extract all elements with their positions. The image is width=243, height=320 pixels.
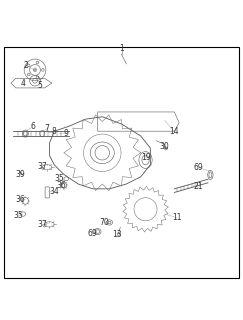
Text: 8: 8 bbox=[52, 127, 57, 136]
Text: 35: 35 bbox=[13, 211, 23, 220]
Text: 30: 30 bbox=[160, 142, 170, 151]
Text: 70: 70 bbox=[100, 218, 110, 227]
Text: 19: 19 bbox=[141, 153, 150, 162]
Text: 69: 69 bbox=[88, 228, 97, 237]
Text: 39: 39 bbox=[16, 170, 26, 179]
Text: 1: 1 bbox=[119, 44, 124, 53]
Text: 36: 36 bbox=[16, 195, 26, 204]
Text: 14: 14 bbox=[170, 127, 179, 136]
Text: 37: 37 bbox=[37, 162, 47, 171]
Text: 21: 21 bbox=[194, 182, 203, 191]
Text: 11: 11 bbox=[172, 213, 182, 222]
Text: 9: 9 bbox=[64, 129, 69, 138]
Text: 35: 35 bbox=[54, 174, 64, 183]
Text: 2: 2 bbox=[23, 60, 28, 70]
Text: 36: 36 bbox=[57, 181, 66, 190]
Circle shape bbox=[33, 68, 37, 72]
Text: 37: 37 bbox=[37, 220, 47, 229]
Text: 5: 5 bbox=[37, 81, 42, 90]
Text: 34: 34 bbox=[49, 187, 59, 196]
Text: 6: 6 bbox=[30, 122, 35, 131]
Text: 13: 13 bbox=[112, 230, 122, 239]
Text: 7: 7 bbox=[45, 124, 50, 133]
Text: 69: 69 bbox=[193, 163, 203, 172]
Text: 4: 4 bbox=[21, 79, 26, 88]
